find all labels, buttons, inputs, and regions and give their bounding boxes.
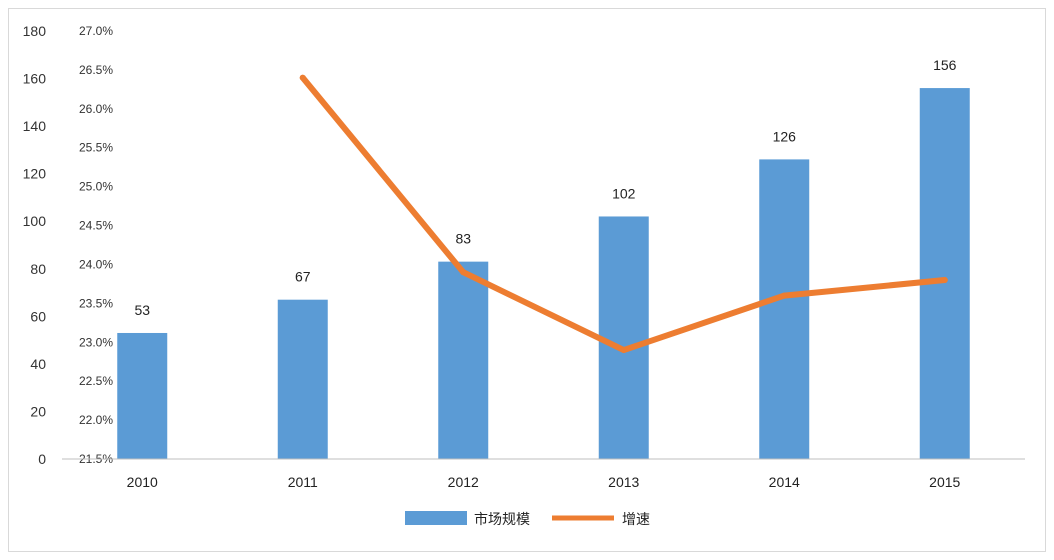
x-tick-label: 2015 [929, 474, 960, 490]
y-right-tick-label: 24.5% [79, 219, 113, 233]
y-right-tick-label: 25.0% [79, 180, 113, 194]
y-left-tick-label: 160 [23, 71, 47, 87]
y-right-tick-label: 26.0% [79, 102, 113, 116]
bar-value-label: 83 [455, 231, 471, 247]
x-tick-label: 2011 [288, 474, 318, 490]
y-left-tick-label: 120 [23, 166, 47, 182]
y-left-tick-label: 100 [23, 213, 47, 229]
growth-rate-point [460, 269, 467, 276]
bar-2012 [438, 261, 489, 459]
bar-value-label: 156 [933, 57, 957, 73]
y-right-tick-label: 22.0% [79, 413, 113, 427]
y-right-tick-label: 25.5% [79, 141, 113, 155]
y-right-tick-label: 23.0% [79, 335, 113, 349]
x-tick-label: 2010 [127, 474, 158, 490]
y-left-tick-label: 40 [30, 356, 46, 372]
bar-value-label: 102 [612, 185, 636, 201]
y-right-tick-label: 26.5% [79, 63, 113, 77]
growth-rate-point [781, 292, 788, 299]
y-right-tick-label: 27.0% [79, 24, 113, 38]
x-tick-label: 2012 [448, 474, 479, 490]
bar-2010 [117, 332, 168, 459]
x-tick-label: 2013 [608, 474, 639, 490]
legend-label-line: 增速 [622, 511, 650, 527]
y-right-tick-label: 22.5% [79, 374, 113, 388]
bar-2013 [598, 216, 649, 459]
growth-rate-point [941, 277, 948, 284]
y-left-tick-label: 180 [23, 23, 47, 39]
legend-swatch-bar [405, 511, 467, 525]
y-left-tick-label: 80 [30, 261, 46, 277]
bar-value-label: 67 [295, 269, 311, 285]
y-left-tick-label: 0 [38, 451, 46, 467]
bar-2014 [759, 159, 810, 459]
y-left-tick-label: 60 [30, 308, 46, 324]
x-tick-label: 2014 [769, 474, 800, 490]
bar-value-label: 53 [134, 302, 150, 318]
y-right-tick-label: 23.5% [79, 296, 113, 310]
growth-rate-point [620, 347, 627, 354]
y-right-tick-label: 24.0% [79, 257, 113, 271]
bar-2015 [919, 88, 970, 460]
y-left-tick-label: 20 [30, 403, 46, 419]
growth-rate-point [299, 74, 306, 81]
legend-label-bar: 市场规模 [474, 511, 530, 527]
chart-frame [8, 8, 1046, 552]
bar-value-label: 126 [773, 128, 797, 144]
y-left-tick-label: 140 [23, 118, 47, 134]
bar-2011 [277, 299, 328, 459]
